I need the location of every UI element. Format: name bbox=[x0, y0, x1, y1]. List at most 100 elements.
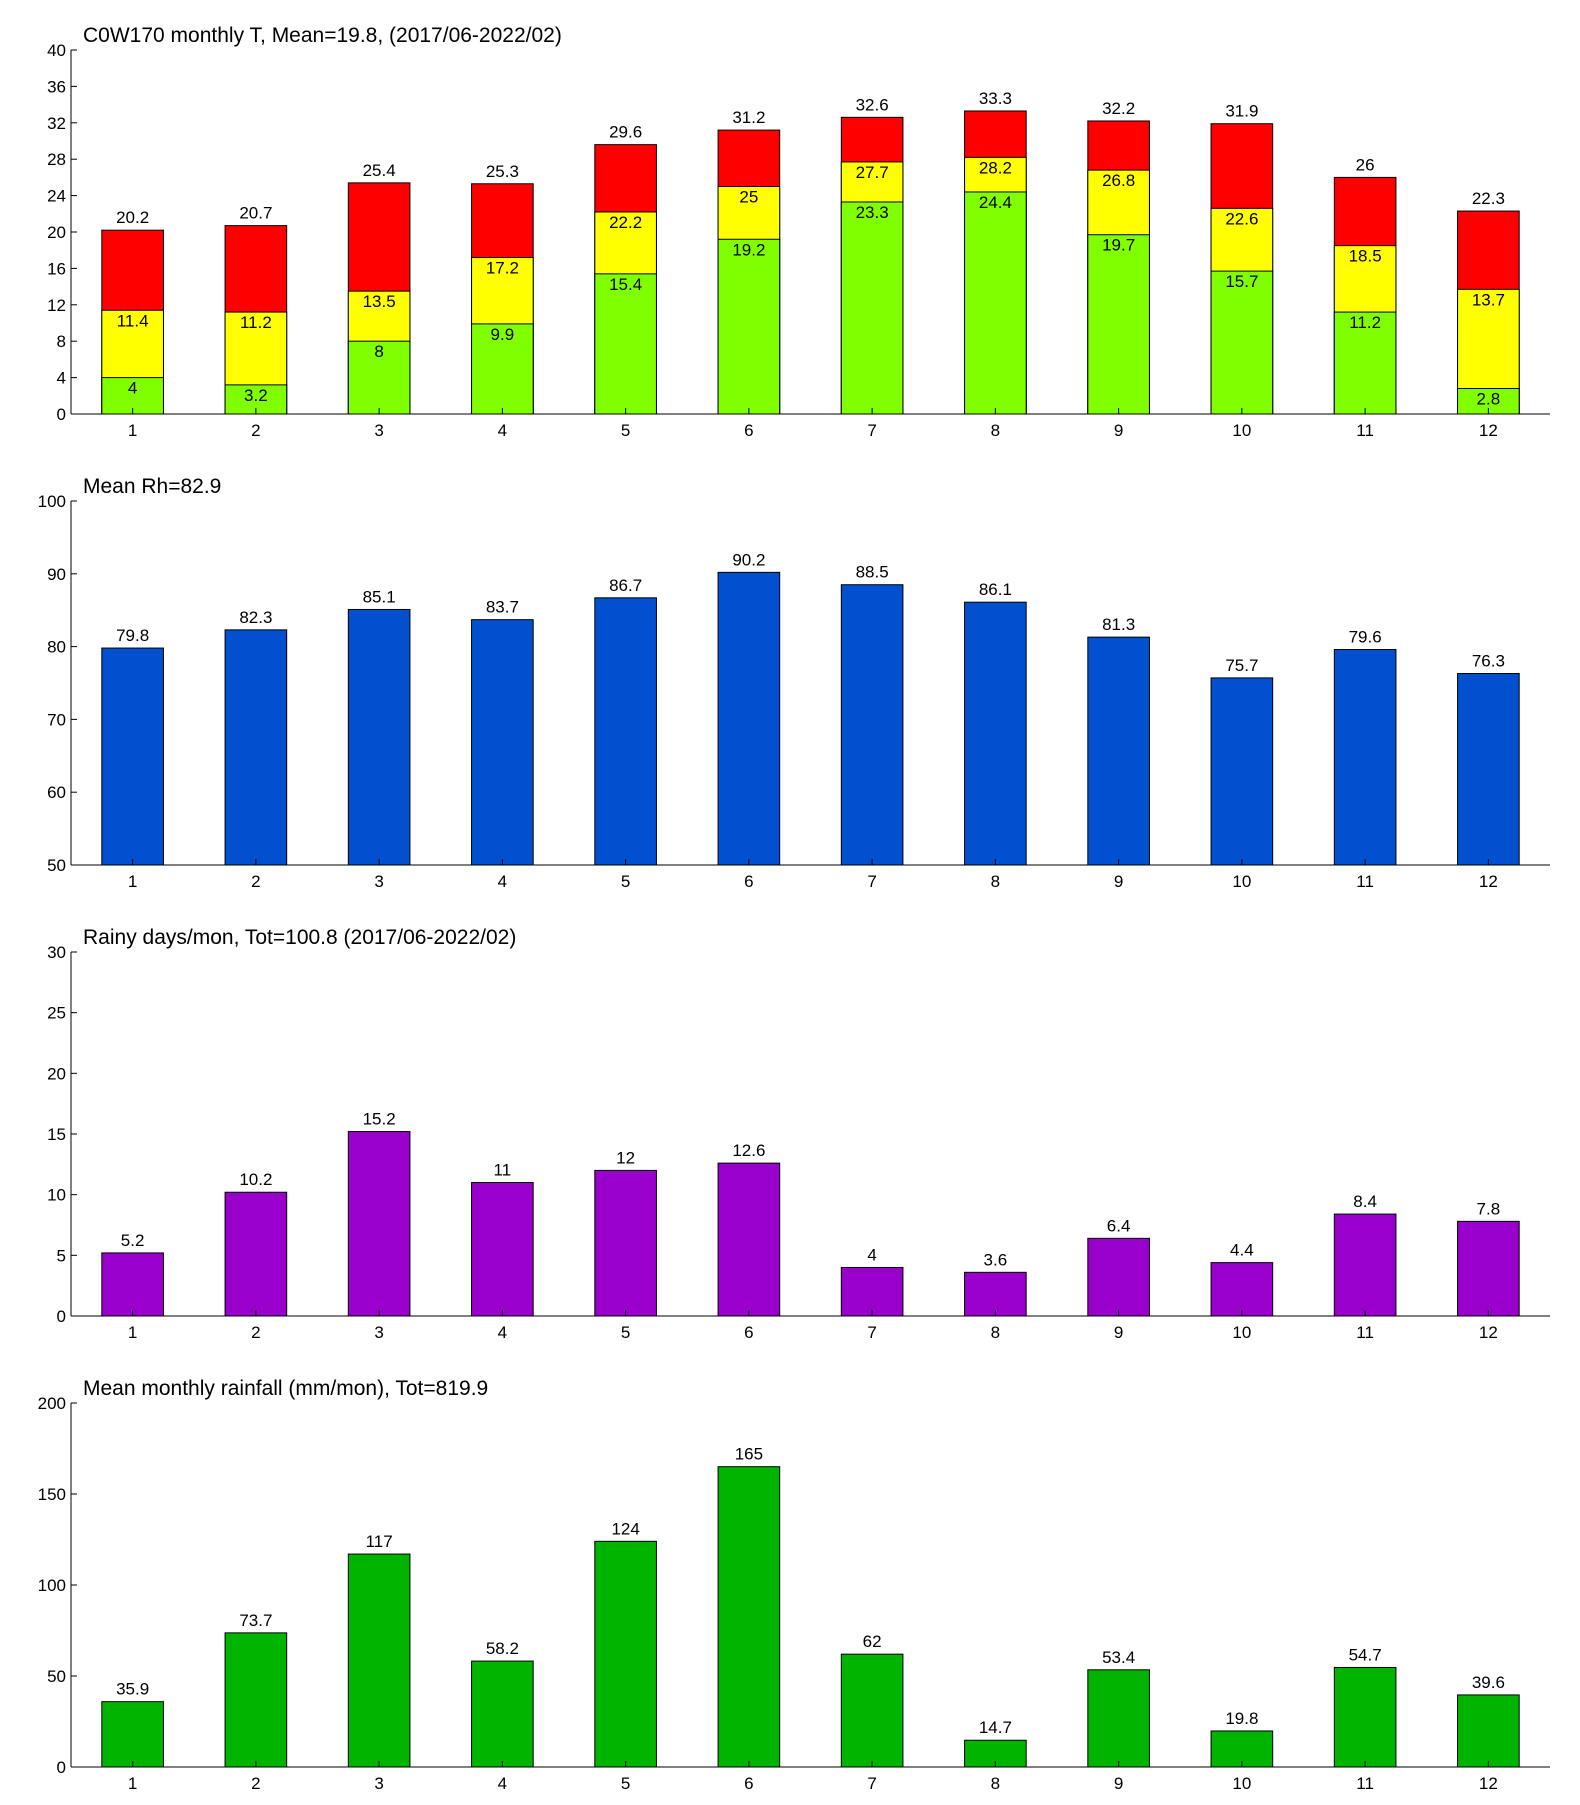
data-label: 12 bbox=[616, 1148, 635, 1167]
data-label: 83.7 bbox=[486, 598, 519, 617]
bar bbox=[594, 597, 657, 866]
data-label: 8.4 bbox=[1353, 1192, 1377, 1211]
y-tick-label: 25 bbox=[47, 1004, 66, 1023]
x-tick-label: 7 bbox=[867, 872, 876, 891]
x-tick-label: 5 bbox=[621, 421, 630, 440]
bar bbox=[1333, 1213, 1397, 1317]
data-label: 22.2 bbox=[609, 213, 642, 232]
x-tick-label: 6 bbox=[744, 421, 753, 440]
x-tick-label: 3 bbox=[374, 421, 383, 440]
data-label: 19.7 bbox=[1102, 236, 1135, 255]
x-tick-label: 9 bbox=[1114, 1774, 1123, 1793]
bar bbox=[594, 1169, 657, 1317]
bar bbox=[471, 1660, 534, 1768]
data-label: 25.4 bbox=[363, 161, 396, 180]
bar bbox=[1087, 1237, 1150, 1317]
data-label: 11.2 bbox=[240, 313, 272, 332]
data-label: 24.4 bbox=[979, 193, 1012, 212]
data-label: 25.3 bbox=[486, 162, 519, 181]
bar bbox=[224, 1632, 288, 1768]
x-tick-label: 12 bbox=[1479, 421, 1498, 440]
y-tick-label: 200 bbox=[38, 1394, 66, 1413]
data-label: 32.2 bbox=[1102, 99, 1135, 118]
x-tick-label: 7 bbox=[867, 1323, 876, 1342]
data-label: 73.7 bbox=[239, 1611, 272, 1630]
bar bbox=[717, 238, 781, 415]
data-label: 124 bbox=[611, 1519, 639, 1538]
data-label: 20.2 bbox=[116, 208, 149, 227]
bar bbox=[347, 608, 411, 866]
data-label: 28.2 bbox=[979, 158, 1012, 177]
y-tick-label: 4 bbox=[57, 369, 66, 388]
bar bbox=[717, 1466, 781, 1768]
x-tick-label: 5 bbox=[621, 872, 630, 891]
data-label: 15.2 bbox=[363, 1110, 396, 1129]
x-tick-label: 9 bbox=[1114, 872, 1123, 891]
x-tick-label: 4 bbox=[498, 872, 507, 891]
data-label: 3.2 bbox=[244, 386, 268, 405]
y-tick-label: 16 bbox=[47, 259, 66, 278]
data-label: 81.3 bbox=[1102, 615, 1135, 634]
data-label: 9.9 bbox=[491, 325, 515, 344]
x-tick-label: 6 bbox=[744, 1774, 753, 1793]
x-tick-label: 10 bbox=[1232, 872, 1251, 891]
y-tick-label: 36 bbox=[47, 77, 66, 96]
data-label: 76.3 bbox=[1472, 652, 1505, 671]
y-tick-label: 10 bbox=[47, 1186, 66, 1205]
x-tick-label: 9 bbox=[1114, 421, 1123, 440]
y-tick-label: 5 bbox=[57, 1246, 66, 1265]
x-tick-label: 2 bbox=[251, 1774, 260, 1793]
data-label: 4 bbox=[128, 379, 137, 398]
y-tick-label: 0 bbox=[57, 1307, 66, 1326]
bar bbox=[1457, 1694, 1520, 1768]
bar bbox=[594, 1540, 657, 1768]
x-tick-label: 12 bbox=[1479, 1323, 1498, 1342]
bar bbox=[840, 1266, 904, 1317]
bar bbox=[224, 629, 288, 866]
y-tick-label: 50 bbox=[47, 856, 66, 875]
x-tick-label: 7 bbox=[867, 1774, 876, 1793]
bar bbox=[964, 1271, 1027, 1317]
data-label: 88.5 bbox=[856, 563, 889, 582]
data-label: 90.2 bbox=[732, 550, 765, 569]
y-tick-label: 28 bbox=[47, 150, 66, 169]
data-label: 22.6 bbox=[1225, 209, 1258, 228]
data-label: 4.4 bbox=[1230, 1241, 1254, 1260]
x-tick-label: 3 bbox=[374, 1323, 383, 1342]
data-label: 11.4 bbox=[117, 311, 149, 330]
data-label: 15.4 bbox=[609, 275, 642, 294]
y-tick-label: 60 bbox=[47, 783, 66, 802]
x-tick-label: 11 bbox=[1356, 872, 1374, 891]
data-label: 27.7 bbox=[856, 163, 889, 182]
bar bbox=[717, 571, 781, 866]
y-tick-label: 30 bbox=[47, 943, 66, 962]
bar bbox=[471, 619, 534, 866]
data-label: 85.1 bbox=[363, 587, 396, 606]
x-tick-label: 8 bbox=[991, 1323, 1000, 1342]
data-label: 5.2 bbox=[121, 1231, 145, 1250]
chart-title: Mean Rh=82.9 bbox=[83, 475, 221, 498]
data-label: 35.9 bbox=[116, 1680, 149, 1699]
bar bbox=[101, 647, 164, 866]
x-tick-label: 4 bbox=[498, 1323, 507, 1342]
data-label: 19.2 bbox=[732, 240, 765, 259]
y-tick-label: 0 bbox=[57, 1758, 66, 1777]
x-tick-label: 12 bbox=[1479, 1774, 1498, 1793]
data-label: 29.6 bbox=[609, 123, 642, 142]
chart-title: C0W170 monthly T, Mean=19.8, (2017/06-20… bbox=[83, 24, 562, 47]
data-label: 18.5 bbox=[1349, 247, 1382, 266]
x-tick-label: 1 bbox=[128, 1774, 137, 1793]
x-tick-label: 7 bbox=[867, 421, 876, 440]
bar bbox=[1457, 1220, 1520, 1317]
x-tick-label: 2 bbox=[251, 1323, 260, 1342]
data-label: 25 bbox=[739, 188, 758, 207]
x-tick-label: 2 bbox=[251, 421, 260, 440]
data-label: 2.8 bbox=[1477, 390, 1501, 409]
data-label: 11 bbox=[494, 1161, 512, 1180]
x-tick-label: 8 bbox=[991, 421, 1000, 440]
x-tick-label: 1 bbox=[128, 421, 137, 440]
x-tick-label: 11 bbox=[1356, 1323, 1374, 1342]
y-tick-label: 80 bbox=[47, 638, 66, 657]
x-tick-label: 8 bbox=[991, 1774, 1000, 1793]
bar bbox=[840, 201, 904, 415]
